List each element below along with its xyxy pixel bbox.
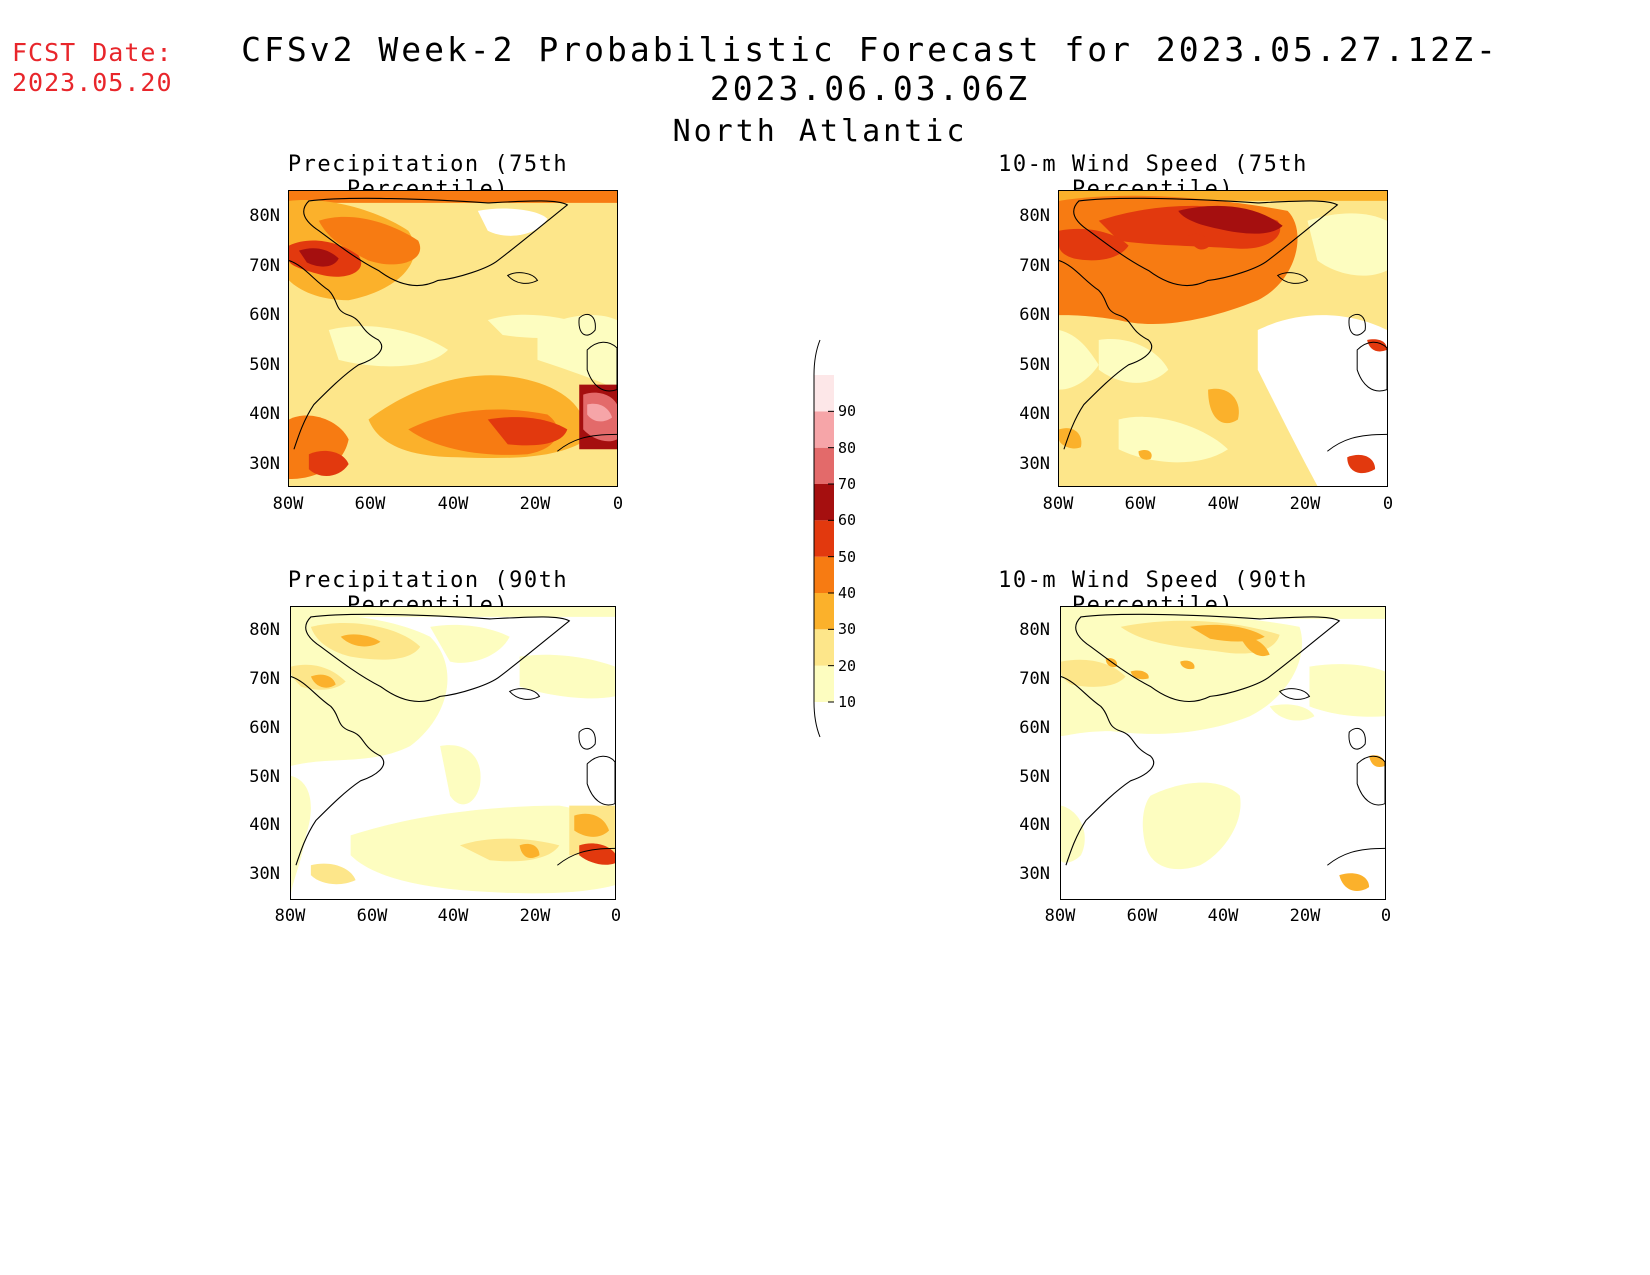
lon-tick-60w: 60W bbox=[356, 906, 388, 926]
colorbar-label: 80 bbox=[838, 438, 857, 457]
lon-tick-40w: 40W bbox=[1207, 494, 1239, 514]
colorbar-label: 30 bbox=[838, 620, 857, 639]
lon-tick-0: 0 bbox=[610, 906, 622, 926]
lon-tick-80w: 80W bbox=[1044, 906, 1076, 926]
lat-tick-50n: 50N bbox=[1019, 355, 1050, 375]
colorbar-swatch bbox=[814, 665, 834, 702]
lat-tick-60n: 60N bbox=[249, 718, 280, 738]
figure-title-block: CFSv2 Week-2 Probabilistic Forecast for … bbox=[0, 30, 1650, 149]
lat-tick-40n: 40N bbox=[249, 404, 280, 424]
lat-tick-60n: 60N bbox=[1019, 305, 1050, 325]
fcst-date-value: 2023.05.20 bbox=[12, 68, 173, 97]
map-wind90 bbox=[1060, 606, 1386, 900]
colorbar-label: 90 bbox=[838, 402, 857, 421]
map-wind75 bbox=[1058, 190, 1388, 487]
lat-tick-30n: 30N bbox=[1019, 864, 1050, 884]
lon-tick-20w: 20W bbox=[519, 906, 551, 926]
lat-tick-40n: 40N bbox=[1019, 815, 1050, 835]
lon-tick-0: 0 bbox=[1380, 906, 1392, 926]
lat-tick-50n: 50N bbox=[249, 355, 280, 375]
fcst-date-label: FCST Date: bbox=[12, 38, 173, 67]
panel-title-wind75: 10-m Wind Speed (75th Percentile) bbox=[998, 152, 1308, 202]
lat-tick-70n: 70N bbox=[1019, 669, 1050, 689]
map-precip90 bbox=[290, 606, 616, 900]
lon-tick-80w: 80W bbox=[1042, 494, 1074, 514]
figure-title: CFSv2 Week-2 Probabilistic Forecast for … bbox=[241, 30, 1499, 108]
colorbar-swatch bbox=[814, 556, 834, 593]
lat-tick-60n: 60N bbox=[1019, 718, 1050, 738]
lon-tick-60w: 60W bbox=[354, 494, 386, 514]
colorbar-swatch bbox=[814, 593, 834, 630]
lon-tick-0: 0 bbox=[1382, 494, 1394, 514]
colorbar-label: 20 bbox=[838, 656, 857, 675]
colorbar-label: 10 bbox=[838, 693, 857, 711]
lat-tick-70n: 70N bbox=[1019, 256, 1050, 276]
colorbar-swatch bbox=[814, 447, 834, 484]
lon-tick-0: 0 bbox=[612, 494, 624, 514]
colorbar bbox=[813, 339, 834, 738]
lon-tick-40w: 40W bbox=[437, 494, 469, 514]
colorbar-swatch bbox=[814, 411, 834, 448]
lon-tick-20w: 20W bbox=[1289, 494, 1321, 514]
lon-tick-80w: 80W bbox=[272, 494, 304, 514]
colorbar-label: 60 bbox=[838, 511, 857, 530]
lat-tick-50n: 50N bbox=[1019, 767, 1050, 787]
colorbar-label: 40 bbox=[838, 584, 857, 602]
colorbar-swatch bbox=[814, 520, 834, 557]
lat-tick-40n: 40N bbox=[1019, 404, 1050, 424]
lat-tick-80n: 80N bbox=[1019, 206, 1050, 226]
lat-tick-30n: 30N bbox=[249, 454, 280, 474]
lat-tick-80n: 80N bbox=[249, 206, 280, 226]
lon-tick-20w: 20W bbox=[519, 494, 551, 514]
colorbar-swatch bbox=[814, 375, 834, 412]
lat-tick-70n: 70N bbox=[249, 256, 280, 276]
lat-tick-70n: 70N bbox=[249, 669, 280, 689]
colorbar-swatch bbox=[814, 484, 834, 521]
colorbar-label: 70 bbox=[838, 475, 857, 493]
lat-tick-60n: 60N bbox=[249, 305, 280, 325]
lat-tick-30n: 30N bbox=[249, 864, 280, 884]
lon-tick-40w: 40W bbox=[437, 906, 469, 926]
lat-tick-80n: 80N bbox=[1019, 620, 1050, 640]
map-precip75 bbox=[288, 190, 618, 487]
colorbar-swatch bbox=[814, 629, 834, 666]
lon-tick-60w: 60W bbox=[1124, 494, 1156, 514]
lat-tick-80n: 80N bbox=[249, 620, 280, 640]
colorbar-label: 50 bbox=[838, 547, 857, 566]
lat-tick-40n: 40N bbox=[249, 815, 280, 835]
lon-tick-80w: 80W bbox=[274, 906, 306, 926]
lon-tick-20w: 20W bbox=[1289, 906, 1321, 926]
fcst-date-block: FCST Date: 2023.05.20 bbox=[12, 38, 173, 98]
lon-tick-40w: 40W bbox=[1207, 906, 1239, 926]
figure-subtitle: North Atlantic bbox=[672, 114, 968, 149]
lat-tick-30n: 30N bbox=[1019, 454, 1050, 474]
lon-tick-60w: 60W bbox=[1126, 906, 1158, 926]
lat-tick-50n: 50N bbox=[249, 767, 280, 787]
